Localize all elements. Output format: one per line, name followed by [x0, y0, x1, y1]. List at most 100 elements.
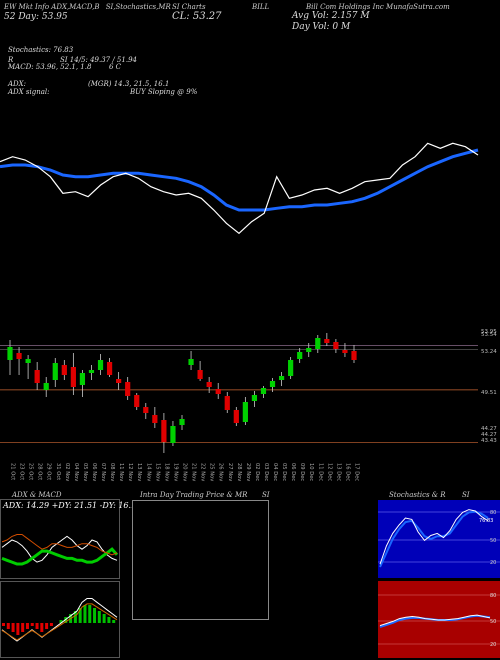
avg-volume: Avg Vol: 2.157 M	[292, 11, 370, 21]
date-label: 21 Oct	[10, 463, 16, 480]
macd-bar	[40, 623, 44, 632]
candle-body	[161, 420, 167, 442]
price-label: 49.51	[481, 390, 497, 396]
rsi-level-label: 50	[490, 619, 496, 625]
date-label: 26 Nov	[218, 463, 224, 481]
rsi-line	[379, 614, 491, 627]
candle-body	[324, 339, 330, 343]
date-label: 09 Dec	[299, 463, 305, 481]
price-line	[0, 142, 479, 235]
link-adx-macd[interactable]: ADX,MACD,B	[51, 3, 100, 11]
macd-signal-line	[1, 603, 118, 641]
candle-body	[16, 353, 22, 359]
candle-body	[43, 383, 49, 390]
adx-line	[1, 535, 118, 563]
date-label: 18 Nov	[163, 463, 169, 481]
date-label: 29 Oct	[46, 463, 52, 480]
date-label: 11 Dec	[317, 463, 323, 481]
date-label: 29 Nov	[245, 463, 251, 481]
date-label: 25 Nov	[209, 463, 215, 481]
company-name: Bill Com Holdings Inc MunafaSutra.com	[306, 3, 450, 11]
candle-body	[61, 365, 67, 375]
intraday-title-suffix: SI	[262, 491, 270, 499]
candle-body	[242, 402, 248, 422]
candle-body	[315, 338, 321, 349]
macd-tail: 6 C	[109, 63, 122, 71]
date-label: 05 Nov	[82, 463, 88, 481]
day-volume: Day Vol: 0 M	[292, 22, 351, 32]
date-label: 28 Oct	[37, 463, 43, 480]
date-label: 21 Nov	[191, 463, 197, 481]
rsi-prefix: R	[8, 56, 14, 64]
stoch-level-label: 80	[490, 510, 496, 516]
date-label: 20 Nov	[182, 463, 188, 481]
candle-body	[278, 376, 285, 380]
buy-signal: BUY Sloping @ 9%	[130, 88, 198, 96]
candle-body	[306, 348, 312, 352]
stoch-level-label: 50	[490, 538, 496, 544]
stoch-level-label: 20	[490, 560, 496, 566]
candle-body	[269, 381, 276, 387]
link-si-charts[interactable]: SI Charts	[172, 3, 206, 11]
candle-body	[351, 351, 357, 360]
candle-body	[70, 367, 76, 387]
macd-bar	[102, 614, 106, 623]
rsi-level-label: 20	[490, 642, 496, 648]
macd-bar	[83, 605, 87, 623]
candle-body	[116, 379, 122, 383]
date-label: 31 Oct	[55, 463, 61, 480]
candle-body	[197, 370, 203, 379]
macd-bar	[97, 611, 101, 623]
date-label: 12 Nov	[127, 463, 133, 481]
date-label: 25 Oct	[28, 463, 34, 480]
candle-body	[251, 395, 258, 401]
date-label: 05 Dec	[281, 463, 287, 481]
rsi-level-label: 80	[490, 593, 496, 599]
date-label: 14 Nov	[145, 463, 151, 481]
price-label: 43.43	[481, 438, 497, 444]
date-label: 11 Nov	[118, 463, 124, 481]
macd-bar	[2, 623, 5, 626]
macd-bar	[30, 623, 34, 626]
price-label: 44.27	[481, 426, 497, 432]
date-label: 03 Dec	[263, 463, 269, 481]
link-emkt[interactable]: EW Mkt Info	[4, 3, 50, 11]
candle-body	[215, 389, 221, 394]
price-ma-chart	[0, 142, 479, 235]
macd-bar	[88, 605, 92, 623]
ma-line	[0, 148, 479, 212]
date-label: 13 Dec	[335, 463, 341, 481]
minus-di-line	[1, 534, 118, 556]
date-label: 06 Nov	[91, 463, 97, 481]
stochastics-readout: Stochastics: 76.83	[8, 46, 74, 54]
adx-readout: ADX: 14.29 +DY: 21.51 -DY: 16.11	[3, 501, 142, 510]
adx-panel	[0, 499, 120, 579]
macd-readout: MACD: 53.96, 52.1, 1.8	[8, 63, 92, 71]
candle-body	[342, 350, 348, 353]
candle-body	[25, 359, 31, 363]
plus-di-line	[1, 547, 119, 566]
stoch-title-suffix: SI	[462, 491, 470, 499]
macd-bar	[107, 617, 111, 623]
date-label: 19 Nov	[172, 463, 178, 481]
link-stochastics[interactable]: SI,Stochastics,MR	[105, 3, 171, 11]
candle-body	[297, 352, 303, 359]
macd-bar	[6, 623, 10, 629]
stoch-value-label: 76.83	[479, 518, 493, 524]
macd-bar	[59, 620, 63, 623]
candle-body	[333, 342, 339, 349]
date-label: 04 Dec	[272, 463, 278, 481]
intraday-panel	[132, 500, 269, 620]
candle-body	[134, 395, 140, 407]
date-label: 15 Nov	[154, 463, 160, 481]
macd-bar	[25, 623, 29, 629]
date-label: 02 Dec	[254, 463, 260, 481]
stochastics-panel: 80 50 20 76.83	[378, 500, 500, 578]
intraday-title: Intra Day Trading Price & MR	[140, 491, 248, 499]
date-label: 08 Nov	[109, 463, 115, 481]
candle-body	[206, 382, 212, 387]
date-label: 23 Oct	[19, 463, 25, 480]
ticker-label: BILL	[252, 3, 270, 11]
date-label: 04 Nov	[73, 463, 79, 481]
macd-bar	[11, 623, 15, 632]
